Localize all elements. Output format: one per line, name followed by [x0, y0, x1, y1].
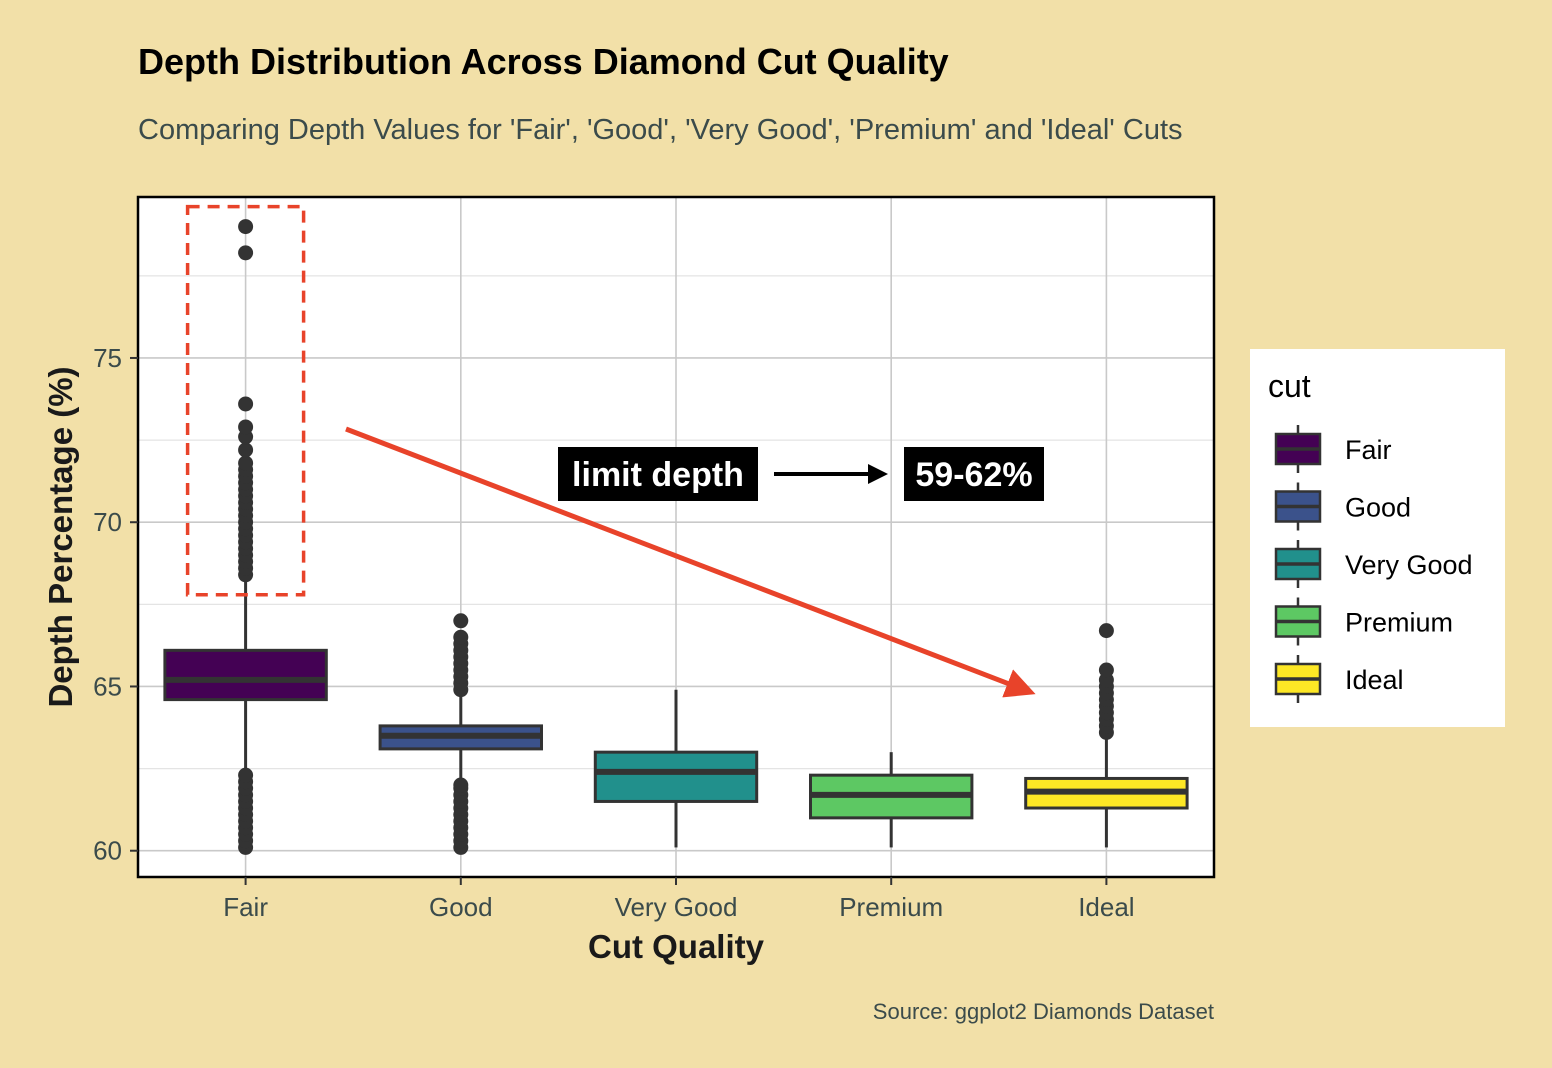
boxes [163, 219, 1189, 855]
x-tick-label: Very Good [615, 892, 738, 922]
outlier-point [1098, 662, 1114, 678]
outlier-point [1098, 623, 1114, 639]
outlier-point [238, 455, 254, 471]
annotation-label-left-bg [558, 447, 758, 501]
x-tick-label: Good [429, 892, 493, 922]
outlier-point [238, 442, 254, 458]
x-tick-label: Ideal [1078, 892, 1134, 922]
legend-label: Premium [1345, 608, 1453, 638]
outlier-point [453, 629, 469, 645]
y-tick-label: 60 [93, 836, 122, 866]
legend-item-ideal: Ideal [1274, 655, 1404, 703]
annotation-label-right: 59-62% [915, 456, 1032, 494]
legend-label: Good [1345, 493, 1411, 523]
legend-item-very-good: Very Good [1274, 540, 1473, 588]
highlight-dashed-box [185, 204, 306, 597]
y-axis-title: Depth Percentage (%) [42, 366, 79, 707]
chart-title: Depth Distribution Across Diamond Cut Qu… [138, 41, 949, 82]
x-tick-label: Premium [839, 892, 943, 922]
box-iqr [163, 648, 328, 702]
box-premium [809, 752, 974, 848]
annotation-label-right-bg [904, 447, 1044, 501]
annotation-label-left: limit depth [572, 456, 744, 494]
y-axis-ticks: 60 65 70 75 [93, 343, 138, 866]
box-good [378, 613, 543, 855]
legend-item-fair: Fair [1274, 425, 1392, 473]
y-tick-label: 65 [93, 671, 122, 701]
legend-title: cut [1268, 368, 1311, 404]
legend-label: Fair [1345, 435, 1392, 465]
legend-item-premium: Premium [1274, 597, 1453, 646]
outlier-point [238, 245, 254, 261]
legend-label: Ideal [1345, 665, 1404, 695]
outlier-point [453, 777, 469, 793]
box-fair [163, 219, 328, 855]
outlier-point [453, 613, 469, 629]
chart-caption: Source: ggplot2 Diamonds Dataset [873, 999, 1214, 1024]
legend-label: Very Good [1345, 550, 1473, 580]
outlier-point [238, 396, 254, 412]
annotations: limit depth 59-62% [185, 204, 1044, 698]
trend-arrow [345, 426, 1036, 698]
y-tick-label: 75 [93, 343, 122, 373]
outlier-point [238, 767, 254, 783]
x-axis-title: Cut Quality [588, 928, 765, 965]
outlier-point [238, 419, 254, 435]
box-iqr [593, 750, 759, 803]
outlier-point [238, 219, 254, 235]
chart-subtitle: Comparing Depth Values for 'Fair', 'Good… [138, 114, 1183, 146]
legend: cut Fair Good Very Good Premium Ideal [1250, 349, 1505, 727]
box-ideal [1024, 623, 1189, 848]
y-tick-label: 70 [93, 507, 122, 537]
x-tick-label: Fair [223, 892, 268, 922]
x-axis-ticks: Fair Good Very Good Premium Ideal [223, 877, 1135, 922]
box-very-good [593, 689, 759, 848]
legend-item-good: Good [1274, 482, 1411, 531]
